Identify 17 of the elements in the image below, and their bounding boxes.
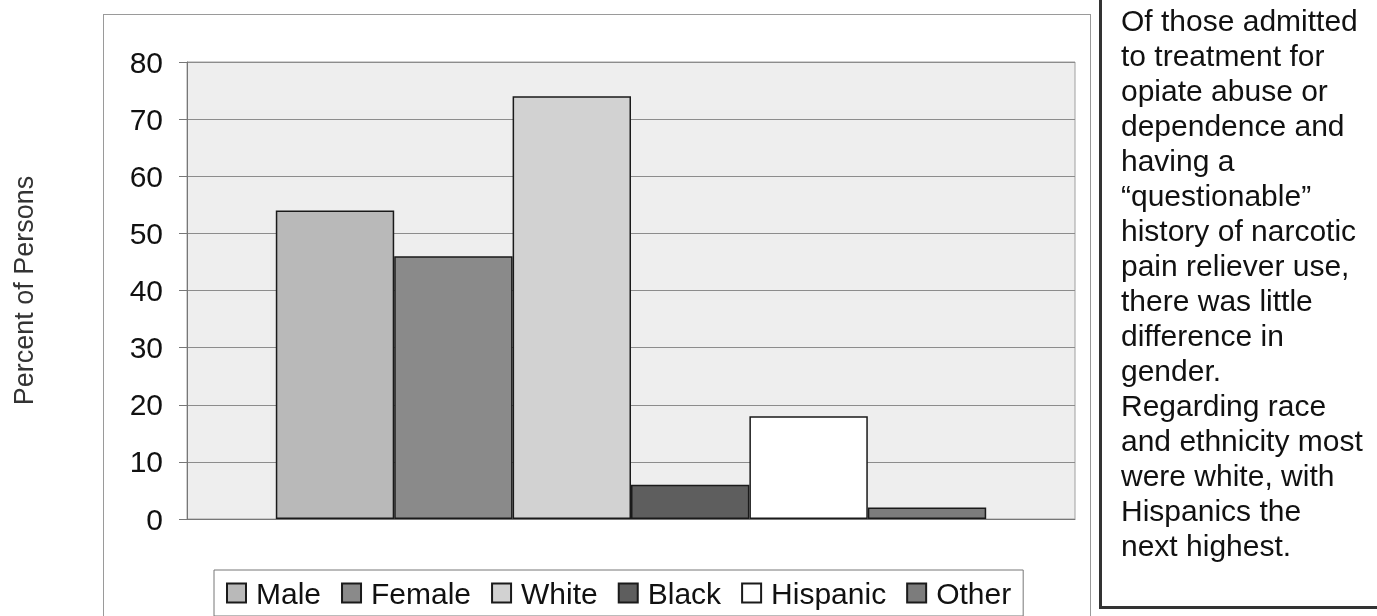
legend-label: White xyxy=(521,576,598,610)
y-tick-label: 30 xyxy=(129,331,163,365)
y-tick-label: 40 xyxy=(129,274,163,307)
y-tick-label: 0 xyxy=(146,502,163,536)
y-tick-label: 20 xyxy=(129,388,163,422)
legend-label: Black xyxy=(647,576,723,610)
legend-label: Other xyxy=(936,576,1012,610)
y-tick-label: 60 xyxy=(129,159,163,193)
y-tick-label: 10 xyxy=(129,445,163,479)
legend-label: Hispanic xyxy=(771,576,887,610)
text: Of those admitted to treatment for opiate abuse or dependence and having a “questionable” history of narcotic pain reliever use, there was little difference in gender. Regarding race and ethnicity most were white, with Hispanics the next highest. xyxy=(1121,4,1363,562)
y-tick-label: 70 xyxy=(129,102,163,136)
legend-label: Female xyxy=(371,576,472,610)
y-tick-label: 80 xyxy=(129,45,163,79)
legend-label: Male xyxy=(256,576,322,610)
y-axis-title: Percent of Persons xyxy=(8,175,39,406)
y-tick-label: 50 xyxy=(129,216,163,250)
